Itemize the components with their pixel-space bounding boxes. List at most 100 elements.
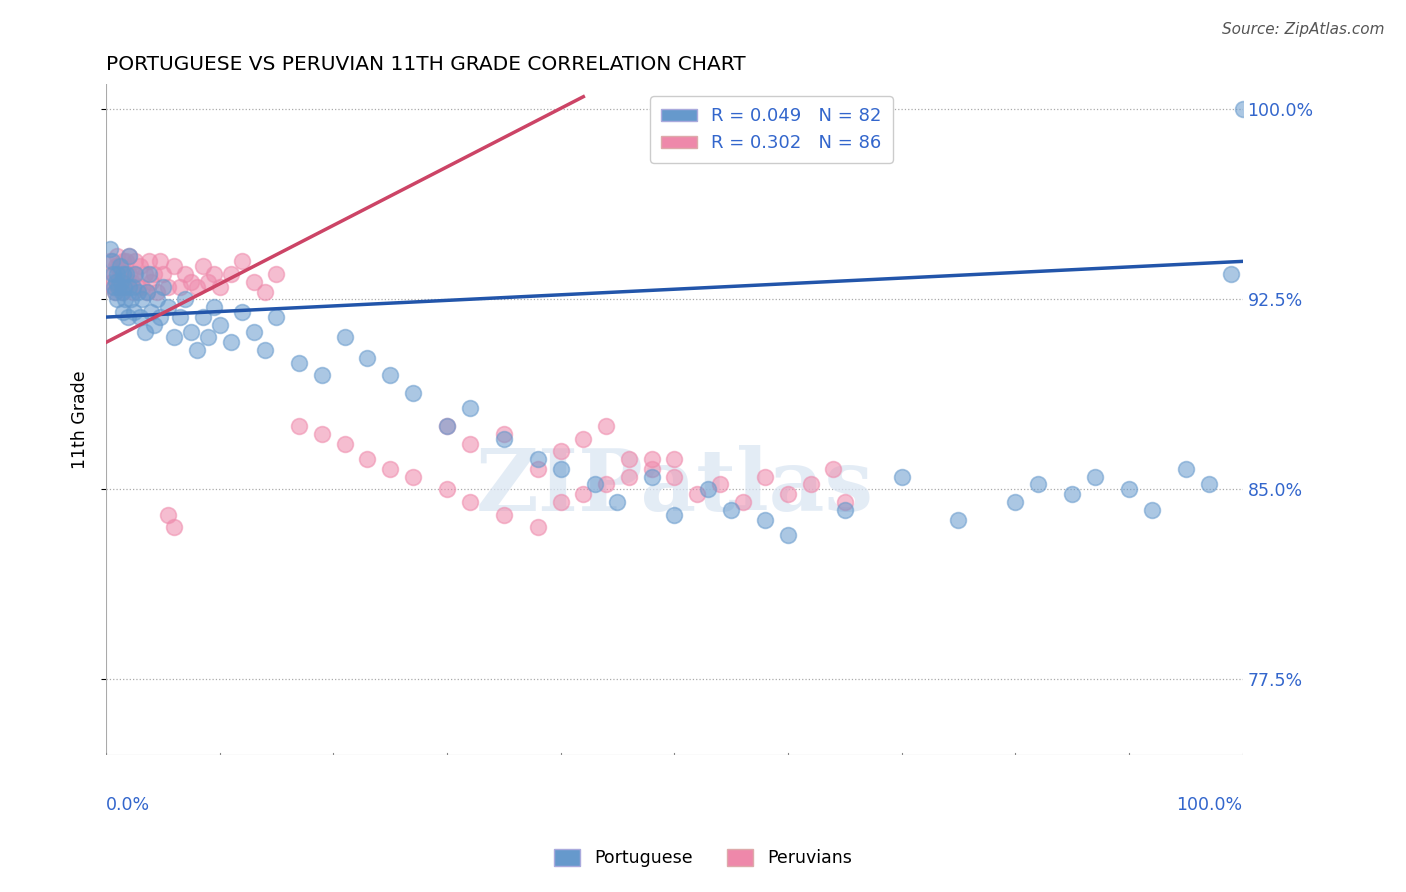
Point xyxy=(163,330,186,344)
Point xyxy=(617,452,640,467)
Point xyxy=(124,267,146,281)
Point xyxy=(378,462,401,476)
Point xyxy=(120,275,142,289)
Point xyxy=(208,279,231,293)
Point xyxy=(117,249,139,263)
Point xyxy=(104,285,127,299)
Point xyxy=(117,279,139,293)
Point xyxy=(219,267,242,281)
Point xyxy=(1140,502,1163,516)
Y-axis label: 11th Grade: 11th Grade xyxy=(72,370,89,469)
Point xyxy=(1220,267,1243,281)
Point xyxy=(129,310,152,324)
Point xyxy=(606,495,628,509)
Point xyxy=(266,267,288,281)
Point xyxy=(492,432,515,446)
Point xyxy=(754,513,776,527)
Point xyxy=(108,260,131,274)
Point xyxy=(138,254,160,268)
Point xyxy=(664,469,686,483)
Point xyxy=(169,310,191,324)
Point xyxy=(186,343,208,357)
Point xyxy=(114,293,136,307)
Point xyxy=(117,249,139,263)
Point xyxy=(117,275,139,289)
Point xyxy=(134,326,156,340)
Point xyxy=(146,285,169,299)
Point xyxy=(776,528,799,542)
Point xyxy=(1232,103,1254,117)
Point xyxy=(834,502,856,516)
Point xyxy=(202,300,225,314)
Text: Source: ZipAtlas.com: Source: ZipAtlas.com xyxy=(1222,22,1385,37)
Point xyxy=(100,254,122,268)
Point xyxy=(333,330,356,344)
Point xyxy=(890,469,912,483)
Point xyxy=(720,502,742,516)
Text: 0.0%: 0.0% xyxy=(105,796,150,814)
Point xyxy=(135,285,157,299)
Point xyxy=(127,285,149,299)
Point xyxy=(436,419,458,434)
Point xyxy=(142,318,165,332)
Point xyxy=(709,477,731,491)
Point xyxy=(458,436,481,450)
Point xyxy=(458,495,481,509)
Point xyxy=(800,477,823,491)
Point xyxy=(142,267,165,281)
Point xyxy=(527,462,550,476)
Point xyxy=(754,469,776,483)
Point xyxy=(124,305,146,319)
Text: 100.0%: 100.0% xyxy=(1177,796,1243,814)
Point xyxy=(111,305,134,319)
Point xyxy=(311,426,333,441)
Legend: Portuguese, Peruvians: Portuguese, Peruvians xyxy=(547,842,859,874)
Point xyxy=(436,483,458,497)
Point xyxy=(105,275,128,289)
Point xyxy=(1084,469,1107,483)
Point xyxy=(197,330,219,344)
Point xyxy=(402,469,425,483)
Point xyxy=(948,513,970,527)
Point xyxy=(117,267,139,281)
Point xyxy=(107,279,129,293)
Point xyxy=(104,285,127,299)
Point xyxy=(664,508,686,522)
Point xyxy=(1026,477,1049,491)
Point xyxy=(101,279,124,293)
Point xyxy=(138,267,160,281)
Point xyxy=(100,242,122,256)
Point xyxy=(127,279,149,293)
Point xyxy=(242,275,264,289)
Point xyxy=(105,249,128,263)
Point xyxy=(146,293,169,307)
Point xyxy=(333,436,356,450)
Point xyxy=(288,356,311,370)
Point xyxy=(114,279,136,293)
Point xyxy=(163,260,186,274)
Point xyxy=(356,351,378,365)
Point xyxy=(402,386,425,401)
Point xyxy=(595,419,617,434)
Point xyxy=(1004,495,1026,509)
Point xyxy=(254,285,277,299)
Point xyxy=(180,326,202,340)
Point xyxy=(640,469,662,483)
Point xyxy=(202,267,225,281)
Point xyxy=(254,343,277,357)
Point xyxy=(105,267,128,281)
Point xyxy=(152,279,174,293)
Point xyxy=(242,326,264,340)
Point xyxy=(191,260,214,274)
Point xyxy=(174,267,197,281)
Point xyxy=(378,368,401,383)
Point xyxy=(572,487,595,501)
Point xyxy=(197,275,219,289)
Point xyxy=(111,254,134,268)
Point xyxy=(169,279,191,293)
Point xyxy=(141,305,163,319)
Point xyxy=(1174,462,1197,476)
Point xyxy=(834,495,856,509)
Point xyxy=(664,452,686,467)
Point xyxy=(219,335,242,350)
